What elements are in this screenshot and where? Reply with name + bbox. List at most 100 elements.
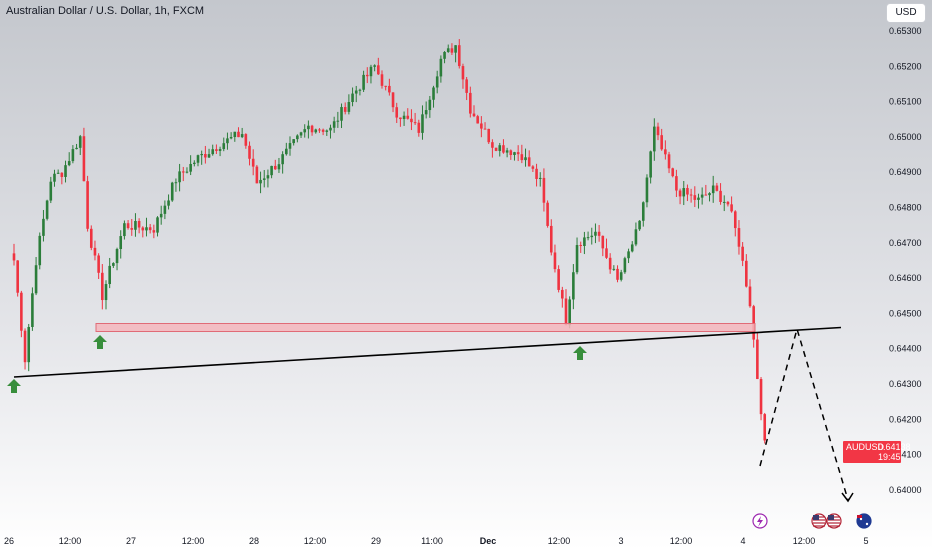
candle-body xyxy=(656,126,660,136)
candle-body xyxy=(627,251,630,259)
candle-body xyxy=(538,177,542,179)
candle-body xyxy=(86,181,89,229)
candle-body xyxy=(34,265,38,294)
candle-body xyxy=(730,204,733,212)
candle-body xyxy=(741,246,744,261)
candle-body xyxy=(329,127,332,131)
candle-body xyxy=(572,272,575,300)
y-tick-label: 0.64200 xyxy=(889,414,922,424)
price-badge-countdown: 19:45 xyxy=(878,452,901,462)
candle-body xyxy=(722,201,726,203)
candle-body xyxy=(586,237,590,239)
candle-body xyxy=(502,145,505,153)
last-price-badge: AUDUSD 0.64138 19:45 xyxy=(843,441,911,463)
candle-body xyxy=(358,89,362,91)
candle-body xyxy=(373,65,376,67)
candle-body xyxy=(726,201,730,205)
flag-canton xyxy=(813,515,819,520)
candle-body xyxy=(156,217,159,233)
x-tick-label: 12:00 xyxy=(793,536,816,546)
candles-layer xyxy=(12,39,767,444)
candle-body xyxy=(318,129,321,131)
candle-body xyxy=(354,90,358,94)
candle-body xyxy=(612,268,616,270)
candle-body xyxy=(733,211,737,229)
candle-body xyxy=(196,155,200,163)
candle-body xyxy=(446,48,450,52)
candle-body xyxy=(641,202,645,221)
candle-body xyxy=(347,102,351,112)
candle-body xyxy=(435,76,439,88)
candle-body xyxy=(410,118,413,123)
candle-body xyxy=(388,85,391,93)
candle-body xyxy=(215,149,218,151)
candle-body xyxy=(71,149,75,162)
candle-body xyxy=(531,166,535,169)
candle-body xyxy=(715,185,719,191)
candle-body xyxy=(561,289,564,299)
support-arrow-icon xyxy=(573,346,587,360)
candle-body xyxy=(233,131,237,138)
candle-body xyxy=(675,176,678,191)
x-tick-label: 12:00 xyxy=(548,536,571,546)
au-flag-icon xyxy=(856,513,872,529)
candle-body xyxy=(270,165,273,176)
y-tick-label: 0.64600 xyxy=(889,273,922,283)
currency-button[interactable]: USD xyxy=(886,3,926,23)
candle-body xyxy=(193,162,196,164)
candle-body xyxy=(310,125,314,133)
candle-body xyxy=(483,128,487,130)
candle-body xyxy=(244,134,248,146)
candle-body xyxy=(619,272,623,280)
candle-body xyxy=(424,110,428,115)
candle-body xyxy=(281,154,284,165)
candle-body xyxy=(266,175,270,179)
flag-star xyxy=(859,517,863,521)
candle-body xyxy=(406,115,410,119)
candle-body xyxy=(351,93,354,103)
candle-body xyxy=(211,149,215,155)
candle-body xyxy=(549,225,553,253)
y-tick-label: 0.64100 xyxy=(889,450,922,460)
flag-star xyxy=(865,522,869,526)
candle-body xyxy=(634,229,638,245)
candle-body xyxy=(251,158,255,167)
trendline xyxy=(13,326,842,378)
candle-body xyxy=(395,107,399,118)
candle-body xyxy=(649,151,652,178)
candle-body xyxy=(178,171,181,183)
candle-body xyxy=(296,135,299,140)
candle-body xyxy=(101,272,104,301)
candle-body xyxy=(516,152,520,155)
support-arrow-icon xyxy=(7,379,21,393)
candle-body xyxy=(494,147,498,151)
candle-body xyxy=(185,171,189,173)
candle-body xyxy=(104,284,108,301)
candle-body xyxy=(97,255,100,273)
candle-body xyxy=(763,414,767,441)
candle-body xyxy=(454,45,457,53)
candle-body xyxy=(413,122,417,124)
candle-body xyxy=(292,139,295,144)
candle-body xyxy=(546,202,549,226)
candle-body xyxy=(362,74,365,90)
candle-body xyxy=(689,194,693,196)
candle-body xyxy=(336,120,340,122)
candle-body xyxy=(623,258,627,273)
candle-body xyxy=(115,249,119,264)
candle-body xyxy=(671,168,675,177)
candle-body xyxy=(204,154,207,158)
x-tick-label: 11:00 xyxy=(421,536,443,546)
flash-event-icon xyxy=(752,513,768,529)
candle-body xyxy=(380,74,384,86)
candle-body xyxy=(307,125,310,130)
candle-body xyxy=(343,107,347,112)
candle-body xyxy=(78,136,82,148)
projection-arrowhead xyxy=(841,492,854,503)
candle-body xyxy=(108,265,111,285)
candle-body xyxy=(601,235,605,249)
annotation-layer xyxy=(7,323,854,503)
flag-canton xyxy=(828,515,834,520)
candle-body xyxy=(417,122,421,133)
